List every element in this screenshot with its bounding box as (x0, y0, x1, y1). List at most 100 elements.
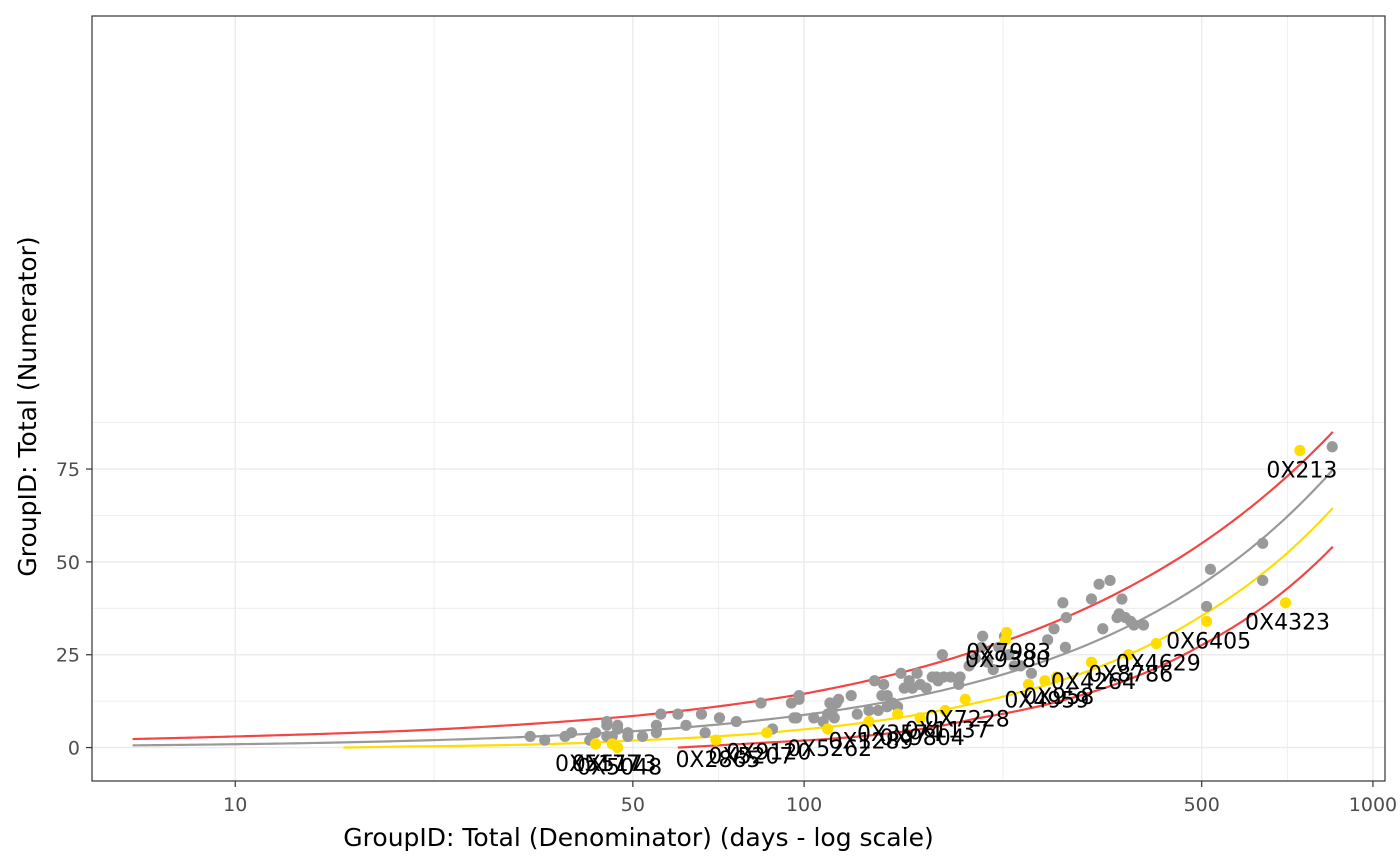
grey-point (524, 730, 536, 743)
grey-point (977, 630, 989, 642)
grey-point (1257, 537, 1269, 549)
grey-point (868, 675, 881, 687)
grey-point (851, 708, 863, 720)
yellow-point (1123, 649, 1135, 661)
grey-point (1326, 441, 1338, 453)
yellow-point (1085, 656, 1098, 668)
grey-point (878, 678, 890, 691)
grey-point (589, 727, 602, 739)
point-label: 0X6405 (1166, 629, 1251, 654)
grey-point (1097, 623, 1109, 635)
point-label: 0X8786 (1088, 663, 1173, 688)
x-axis-title: GroupID: Total (Denominator) (days - log… (343, 823, 933, 852)
grey-point (636, 730, 649, 743)
y-tick-label: 75 (56, 459, 80, 481)
point-label: 0X5262 (787, 737, 872, 762)
grey-point (1048, 623, 1060, 635)
point-label: 0X1137 (905, 718, 990, 743)
point-label: 0X5207 (708, 744, 793, 769)
yellow-point (939, 704, 951, 717)
point-label: 0X1289 (828, 730, 913, 755)
y-tick-label: 50 (56, 552, 80, 574)
yellow-point (959, 693, 971, 705)
grey-point (872, 704, 884, 717)
grey-point (863, 704, 875, 717)
x-tick-label: 10 (223, 794, 247, 816)
yellow-point (1150, 637, 1162, 650)
grey-point (790, 712, 803, 724)
grey-point (987, 663, 999, 676)
y-tick-label: 0 (68, 738, 80, 760)
point-label: 0X5173 (572, 752, 657, 777)
data-points (524, 441, 1338, 754)
yellow-point (761, 727, 773, 739)
grey-point (936, 649, 948, 661)
yellow-point (822, 723, 834, 735)
point-label: 0X9120 (726, 741, 811, 766)
grey-point (1085, 593, 1098, 605)
point-label: 0X7228 (925, 707, 1010, 732)
grey-point (1003, 649, 1015, 661)
yellow-point (863, 715, 875, 728)
point-label: 0X2865 (675, 748, 760, 773)
control-limit-curves (132, 431, 1334, 749)
grey-point (808, 712, 820, 724)
grey-point (993, 641, 1005, 653)
yellow-point (1200, 615, 1213, 627)
yellow-point (710, 734, 722, 746)
point-label: 0X213 (1266, 458, 1337, 483)
grey-point (954, 671, 966, 683)
point-label: 0X4629 (1116, 652, 1201, 677)
yellow-point (1051, 671, 1063, 683)
x-tick-label: 50 (621, 794, 645, 816)
yellow-point (1001, 626, 1013, 639)
grey-point (963, 660, 975, 672)
grey-point (672, 708, 684, 720)
x-tick-label: 500 (1184, 794, 1220, 816)
grey-point (1025, 667, 1038, 679)
curve-lower-control-limit-inner (343, 507, 1334, 749)
grey-point (695, 708, 708, 720)
point-label: 0X4323 (1245, 611, 1330, 636)
grey-point (845, 689, 857, 702)
grey-point (565, 727, 578, 739)
grey-point (622, 727, 634, 739)
curve-lower-control-limit-outer (677, 545, 1334, 749)
grey-point (833, 693, 845, 705)
grey-point (945, 671, 957, 683)
y-tick-label: 25 (56, 645, 80, 667)
grey-point (1116, 593, 1128, 605)
x-tick-label: 100 (786, 794, 822, 816)
grey-point (1104, 574, 1116, 587)
point-label: 0X958 (1023, 685, 1094, 710)
yellow-point (891, 708, 904, 720)
grey-point (975, 641, 988, 653)
grey-point (1014, 660, 1026, 672)
yellow-point (1022, 678, 1035, 691)
y-axis-title: GroupID: Total (Numerator) (13, 236, 42, 576)
axes: 10 50 100 500 1000 0 25 50 75 (56, 459, 1397, 816)
grey-point (1257, 574, 1269, 587)
grey-point (1093, 578, 1105, 590)
grey-point (1059, 641, 1072, 653)
yellow-point (1279, 597, 1292, 609)
grey-point (911, 667, 923, 679)
grey-point (920, 682, 932, 694)
yellow-point (611, 741, 624, 754)
yellow-point (914, 712, 926, 724)
yellow-point (1039, 675, 1051, 687)
curve-mean (132, 469, 1334, 747)
grey-point (828, 712, 840, 724)
grey-point (655, 708, 667, 720)
grey-point (1057, 597, 1069, 609)
curve-upper-control-limit (132, 431, 1334, 741)
grey-point (1060, 612, 1072, 624)
point-label: 0X9380 (965, 648, 1050, 673)
grey-point (611, 719, 624, 731)
grey-point (699, 727, 711, 739)
point-labels: 0X213 0X43230X64050X46290X87860X42640X798… (555, 458, 1337, 780)
grey-point (680, 719, 692, 731)
point-label: 0X4264 (1051, 670, 1136, 695)
